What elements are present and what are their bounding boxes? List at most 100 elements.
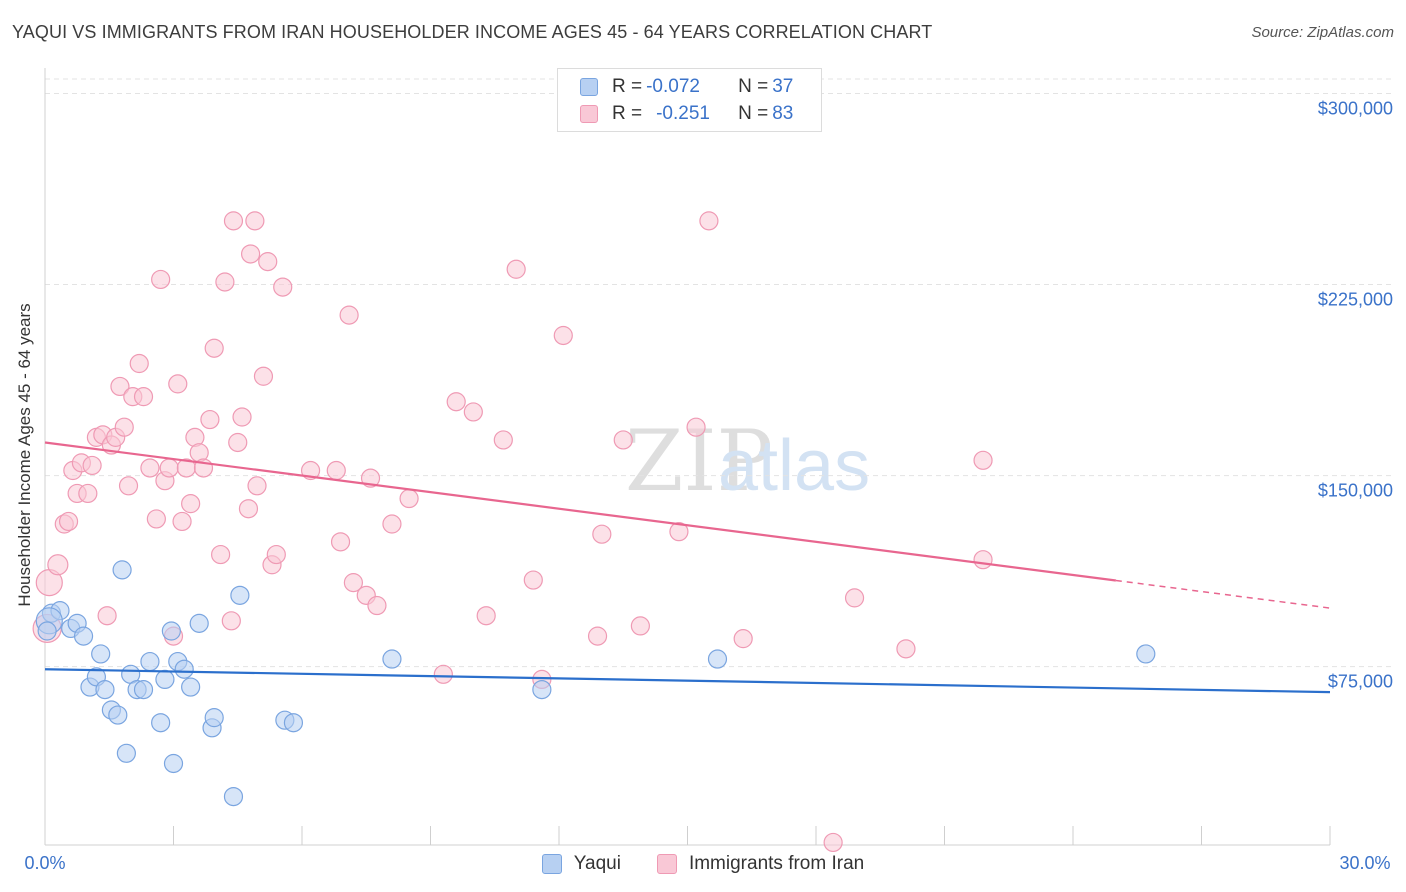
- data-point-iran: [146, 509, 166, 529]
- data-point-iran: [326, 460, 346, 481]
- data-point-iran: [587, 626, 608, 646]
- data-point-iran: [172, 511, 192, 532]
- data-point-iran: [613, 430, 633, 450]
- trend-lines: [44, 441, 1331, 694]
- data-point-iran: [433, 664, 453, 684]
- data-point-iran: [140, 458, 160, 478]
- y-tick-label: $150,000: [1318, 481, 1393, 501]
- data-point-iran: [592, 524, 612, 544]
- data-point-yaqui: [151, 713, 171, 733]
- data-point-iran: [844, 588, 865, 608]
- data-point-yaqui: [95, 679, 115, 700]
- data-point-iran: [973, 450, 993, 470]
- data-point-iran: [493, 430, 513, 450]
- data-point-yaqui: [108, 705, 128, 725]
- data-point-yaqui: [707, 649, 728, 669]
- data-point-yaqui: [73, 626, 94, 646]
- data-point-iran: [339, 305, 359, 325]
- legend-r-value-iran: -0.251: [656, 103, 710, 124]
- data-point-iran: [823, 832, 843, 853]
- data-point-iran: [382, 514, 402, 534]
- data-point-iran: [82, 455, 102, 476]
- data-point-yaqui: [140, 651, 160, 672]
- x-tick-label-min: 0.0%: [24, 853, 65, 873]
- data-point-iran: [204, 338, 224, 358]
- data-point-iran: [118, 476, 139, 496]
- x-tick-label-max: 30.0%: [1339, 853, 1390, 873]
- legend-label-iran: Immigrants from Iran: [688, 853, 865, 874]
- data-point-iran: [114, 417, 134, 437]
- y-tick-labels: $75,000 $150,000 $225,000 $300,000: [1318, 98, 1393, 691]
- data-point-iran: [300, 460, 321, 481]
- legend-swatch-yaqui: [541, 854, 562, 874]
- data-point-iran: [47, 554, 69, 576]
- data-point-yaqui: [189, 613, 209, 633]
- data-point-yaqui: [181, 677, 201, 697]
- data-point-yaqui: [163, 753, 184, 774]
- legend-r-value-yaqui: -0.072: [646, 76, 700, 97]
- legend-row-yaqui: R = -0.072 N = 37: [580, 75, 793, 99]
- data-point-iran: [686, 417, 706, 437]
- data-point-iran: [733, 629, 753, 649]
- trend-line-iran: [44, 441, 1116, 582]
- data-point-iran: [523, 570, 543, 590]
- legend-n-value-yaqui: 37: [772, 76, 794, 97]
- data-point-iran: [129, 353, 149, 374]
- legend-r-label: R =: [612, 103, 643, 124]
- series-legend: Yaqui Immigrants from Iran: [0, 850, 1406, 878]
- grid-lines: [45, 78, 1393, 668]
- data-point-iran: [238, 499, 259, 519]
- data-point-iran: [200, 409, 220, 430]
- data-point-iran: [360, 468, 381, 488]
- data-point-yaqui: [382, 649, 402, 669]
- legend-swatch-iran: [580, 105, 598, 123]
- data-point-iran: [896, 639, 916, 659]
- y-axis-label: Householder Income Ages 45 - 64 years: [15, 303, 34, 606]
- data-point-iran: [669, 522, 689, 542]
- data-point-iran: [253, 366, 274, 386]
- data-point-iran: [78, 483, 98, 504]
- data-point-iran: [273, 277, 293, 297]
- data-point-iran: [973, 550, 993, 570]
- data-point-yaqui: [174, 659, 194, 679]
- data-point-iran: [228, 432, 248, 453]
- legend-item-iran[interactable]: Immigrants from Iran: [656, 853, 865, 875]
- data-point-yaqui: [223, 786, 244, 807]
- y-tick-label: $75,000: [1328, 672, 1393, 692]
- data-point-yaqui: [116, 743, 136, 763]
- x-axis-ticks: [173, 826, 1331, 845]
- data-point-yaqui: [283, 713, 304, 733]
- legend-r-label: R =: [612, 76, 643, 97]
- data-point-iran: [699, 211, 719, 231]
- data-point-yaqui: [133, 679, 154, 700]
- legend-item-yaqui[interactable]: Yaqui: [541, 853, 621, 875]
- data-point-yaqui: [112, 560, 132, 580]
- data-point-iran: [506, 259, 526, 279]
- legend-swatch-iran: [656, 854, 677, 874]
- watermark-atlas: atlas: [718, 426, 870, 506]
- data-point-iran: [133, 387, 154, 407]
- data-point-iran: [399, 488, 419, 509]
- data-point-iran: [151, 269, 171, 290]
- data-point-iran: [168, 374, 188, 394]
- data-point-iran: [266, 544, 286, 565]
- data-point-iran: [97, 606, 117, 626]
- trend-line-yaqui: [44, 668, 1331, 694]
- data-point-yaqui: [37, 621, 57, 641]
- legend-swatch-yaqui: [580, 78, 598, 96]
- data-point-iran: [232, 407, 252, 427]
- data-point-yaqui: [161, 621, 181, 641]
- chart-title: YAQUI VS IMMIGRANTS FROM IRAN HOUSEHOLDE…: [12, 22, 933, 42]
- data-point-iran: [215, 272, 235, 292]
- data-point-yaqui: [204, 708, 224, 728]
- data-point-iran: [221, 611, 241, 631]
- legend-n-value-iran: 83: [772, 103, 794, 124]
- data-point-iran: [630, 616, 650, 636]
- data-point-yaqui: [91, 644, 111, 664]
- legend-row-iran: R = -0.251 N = 83: [580, 102, 793, 126]
- legend-n-label: N =: [738, 76, 769, 97]
- data-point-iran: [476, 606, 496, 626]
- data-point-iran: [58, 511, 79, 532]
- data-point-iran: [367, 595, 387, 616]
